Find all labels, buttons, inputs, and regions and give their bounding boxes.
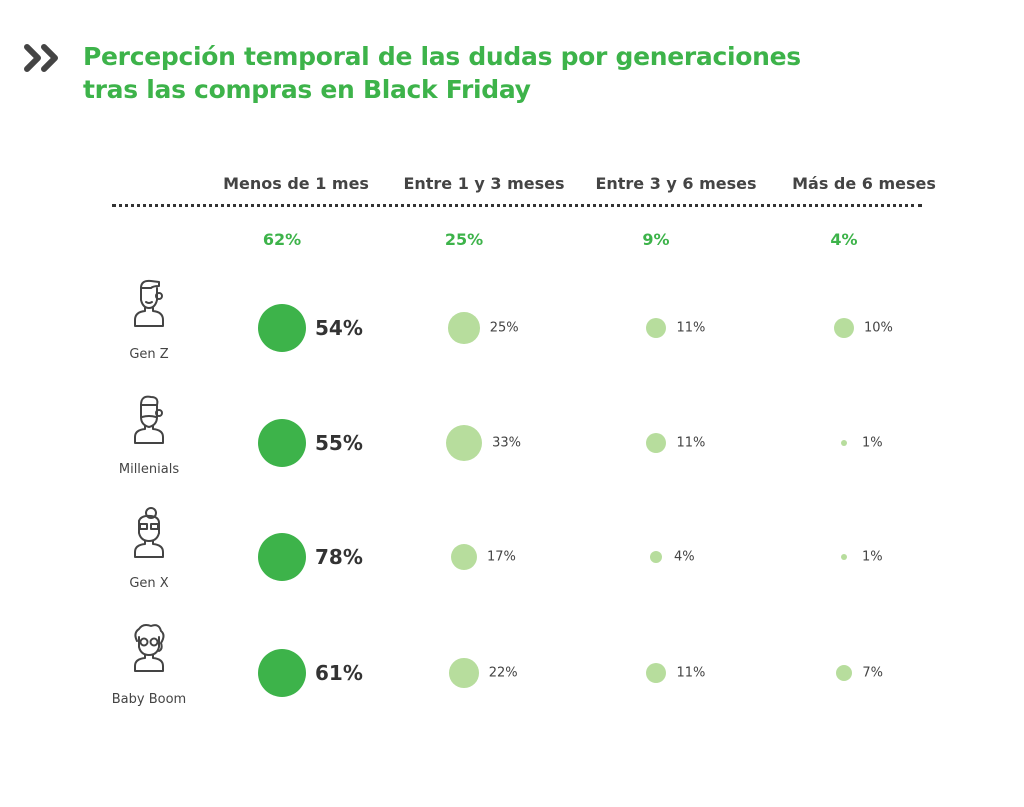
bubble <box>258 419 306 467</box>
value-label: 1% <box>862 435 883 451</box>
generation-label: Gen X <box>129 576 169 591</box>
bubble <box>258 533 306 581</box>
column-header: Menos de 1 mes <box>223 174 369 193</box>
column-total: 25% <box>444 230 484 249</box>
value-label: 33% <box>492 435 521 451</box>
bubble <box>645 662 667 684</box>
value-label: 4% <box>674 549 695 565</box>
title-line-1: Percepción temporal de las dudas por gen… <box>83 42 801 71</box>
bearded-man-icon <box>134 395 164 444</box>
elderly-woman-icon <box>134 624 165 672</box>
young-man-icon <box>134 279 164 327</box>
value-label: 78% <box>315 545 363 569</box>
double-chevron-icon <box>24 44 58 72</box>
column-header: Entre 1 y 3 meses <box>403 174 565 193</box>
column-header: Más de 6 meses <box>792 174 936 193</box>
bubble <box>449 658 479 688</box>
bubble <box>840 553 848 561</box>
column-header: Entre 3 y 6 meses <box>595 174 757 193</box>
bubble <box>835 664 853 682</box>
bubble <box>258 304 306 352</box>
bubble <box>445 424 483 462</box>
chart-title: Percepción temporal de las dudas por gen… <box>83 40 801 106</box>
value-label: 10% <box>863 320 893 336</box>
bubble <box>451 544 477 570</box>
value-label: 11% <box>676 665 706 681</box>
value-label: 11% <box>676 435 706 451</box>
generation-label: Baby Boom <box>111 692 187 707</box>
value-label: 61% <box>315 661 363 685</box>
woman-glasses-icon <box>134 507 164 558</box>
bubble <box>649 550 663 564</box>
generation-label: Gen Z <box>129 347 169 362</box>
column-total: 62% <box>262 230 302 249</box>
column-total: 9% <box>642 230 670 249</box>
bubble <box>645 432 667 454</box>
bubble <box>448 312 480 344</box>
value-label: 17% <box>486 549 516 565</box>
bubble <box>840 439 848 447</box>
column-total: 4% <box>830 230 858 249</box>
bubble <box>645 317 667 339</box>
title-line-2: tras las compras en Black Friday <box>83 75 531 104</box>
generation-label: Millenials <box>118 462 180 477</box>
value-label: 1% <box>862 549 883 565</box>
header-divider <box>112 204 922 207</box>
value-label: 7% <box>862 665 883 681</box>
value-label: 55% <box>315 431 363 455</box>
value-label: 22% <box>488 665 518 681</box>
value-label: 25% <box>489 320 519 336</box>
bubble <box>258 649 306 697</box>
bubble <box>834 318 854 338</box>
value-label: 54% <box>315 316 363 340</box>
value-label: 11% <box>676 320 706 336</box>
